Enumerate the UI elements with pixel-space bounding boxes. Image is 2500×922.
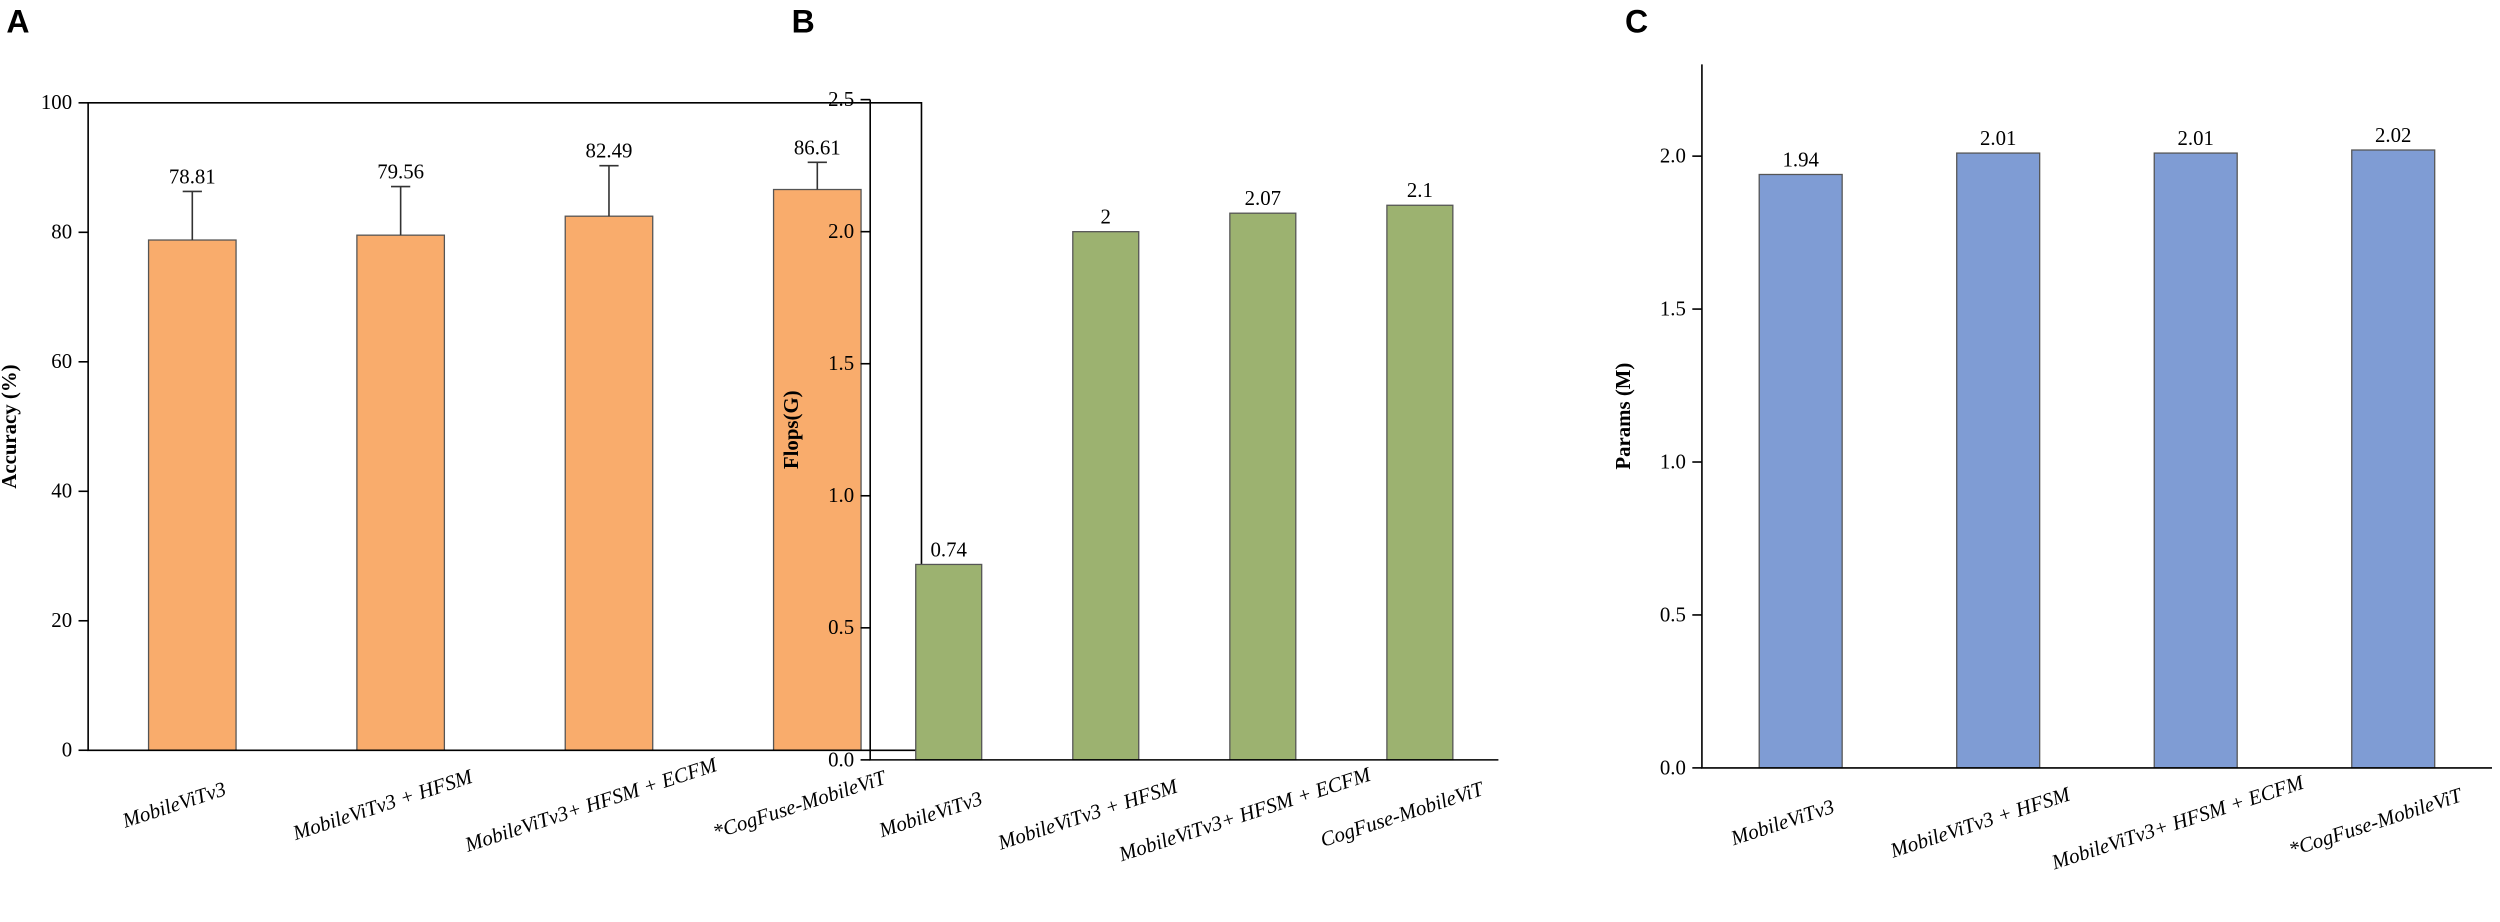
y-tick-label: 1.0 <box>828 483 854 507</box>
error-bar <box>391 185 411 236</box>
bar <box>147 239 237 751</box>
x-tick-label: *CogFuse-MobileViT <box>710 765 890 844</box>
panel-label: A <box>6 3 29 39</box>
x-tick-label: *CogFuse-MobileViT <box>2286 782 2466 861</box>
error-bar <box>182 190 202 241</box>
y-tick-label: 2.0 <box>1660 144 1686 168</box>
y-axis-label: Accuracy (%) <box>0 364 21 488</box>
value-label: 2 <box>1101 205 1111 229</box>
x-tick-label: MobileViTv3+ HFSM + ECFM <box>461 752 721 857</box>
value-label: 79.56 <box>377 160 424 184</box>
y-tick-label: 2.5 <box>828 87 854 111</box>
value-label: 2.01 <box>1980 126 2016 150</box>
panel-label: C <box>1625 3 1648 39</box>
x-tick-label: MobileViTv3 + HFSM <box>1886 781 2074 862</box>
panel-label: B <box>792 3 815 39</box>
bar <box>2351 149 2436 769</box>
error-bar <box>599 164 619 217</box>
axes <box>1701 64 2492 769</box>
y-tick-label: 60 <box>51 349 72 373</box>
bar <box>564 215 654 751</box>
x-tick-label: MobileViTv3 + HFSM <box>289 764 477 845</box>
y-tick-label: 0.5 <box>1660 602 1686 626</box>
bar <box>915 563 983 761</box>
x-tick-label: MobileViTv3+ HFSM + ECFM <box>2048 770 2308 875</box>
value-label: 2.1 <box>1407 178 1433 202</box>
y-tick-label: 40 <box>51 479 72 503</box>
x-tick-label: MobileViTv3 <box>875 786 985 842</box>
bar <box>1956 152 2041 769</box>
y-tick-label: 2.0 <box>828 219 854 243</box>
y-tick-label: 80 <box>51 220 72 244</box>
value-label: 1.94 <box>1782 147 1819 171</box>
y-tick-label: 0.5 <box>828 615 854 639</box>
axes <box>869 99 1499 761</box>
y-tick-label: 1.0 <box>1660 449 1686 473</box>
value-label: 2.01 <box>2177 126 2213 150</box>
y-tick-label: 1.5 <box>828 351 854 375</box>
value-label: 82.49 <box>586 139 633 163</box>
bar <box>1758 173 1843 769</box>
bar <box>772 188 862 751</box>
bar <box>2153 152 2238 769</box>
bar <box>1072 231 1140 761</box>
value-label: 86.61 <box>794 135 841 159</box>
bar <box>1386 204 1454 761</box>
value-label: 78.81 <box>169 164 216 188</box>
value-label: 2.07 <box>1245 186 1281 210</box>
y-axis-label: Params (M) <box>1611 363 1635 470</box>
x-tick-label: MobileViTv3 <box>1727 794 1837 850</box>
y-tick-label: 0.0 <box>828 747 854 771</box>
y-tick-label: 100 <box>41 90 72 114</box>
y-tick-label: 0 <box>62 738 72 762</box>
value-label: 2.02 <box>2375 123 2411 147</box>
value-label: 0.74 <box>930 537 967 561</box>
error-bar <box>807 161 827 190</box>
bar <box>1229 212 1297 761</box>
y-axis-label: Flops(G) <box>779 390 803 469</box>
bar <box>356 234 446 751</box>
y-tick-label: 20 <box>51 608 72 632</box>
y-tick-label: 0.0 <box>1660 755 1686 779</box>
y-tick-label: 1.5 <box>1660 296 1686 320</box>
x-tick-label: MobileViTv3+ HFSM + ECFM <box>1115 762 1375 867</box>
x-tick-label: MobileViTv3 <box>118 777 228 833</box>
